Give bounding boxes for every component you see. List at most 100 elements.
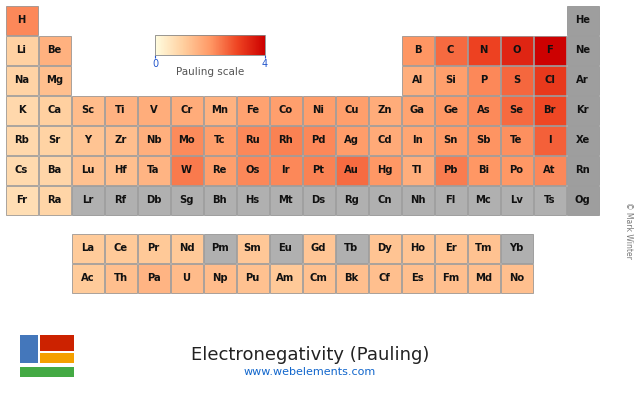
FancyBboxPatch shape [170, 264, 202, 292]
Text: Rn: Rn [575, 165, 590, 175]
Text: Tl: Tl [412, 165, 423, 175]
FancyBboxPatch shape [269, 126, 301, 154]
Text: S: S [513, 75, 520, 85]
Text: Tc: Tc [214, 135, 225, 145]
FancyBboxPatch shape [435, 234, 467, 262]
FancyBboxPatch shape [335, 264, 367, 292]
FancyBboxPatch shape [72, 126, 104, 154]
FancyBboxPatch shape [467, 264, 499, 292]
Text: Nd: Nd [179, 243, 195, 253]
FancyBboxPatch shape [369, 126, 401, 154]
Text: Am: Am [276, 273, 294, 283]
FancyBboxPatch shape [500, 66, 532, 94]
Text: Ds: Ds [312, 195, 326, 205]
Text: Cf: Cf [379, 273, 390, 283]
Text: Mt: Mt [278, 195, 293, 205]
Text: Rb: Rb [14, 135, 29, 145]
FancyBboxPatch shape [237, 156, 269, 184]
Text: Lu: Lu [81, 165, 94, 175]
FancyBboxPatch shape [204, 264, 236, 292]
FancyBboxPatch shape [401, 96, 433, 124]
Text: Be: Be [47, 45, 61, 55]
FancyBboxPatch shape [303, 126, 335, 154]
Text: Ts: Ts [544, 195, 556, 205]
FancyBboxPatch shape [38, 156, 70, 184]
FancyBboxPatch shape [566, 186, 598, 214]
FancyBboxPatch shape [237, 96, 269, 124]
FancyBboxPatch shape [6, 186, 38, 214]
Text: Nh: Nh [410, 195, 425, 205]
Text: N: N [479, 45, 488, 55]
FancyBboxPatch shape [104, 234, 136, 262]
FancyBboxPatch shape [435, 186, 467, 214]
Text: Cn: Cn [377, 195, 392, 205]
Text: Pauling scale: Pauling scale [176, 67, 244, 77]
Text: Sg: Sg [179, 195, 194, 205]
Text: Nb: Nb [146, 135, 161, 145]
FancyBboxPatch shape [303, 234, 335, 262]
Text: Cu: Cu [344, 105, 359, 115]
FancyBboxPatch shape [20, 367, 74, 377]
FancyBboxPatch shape [500, 264, 532, 292]
Text: Er: Er [445, 243, 456, 253]
FancyBboxPatch shape [6, 96, 38, 124]
Text: Li: Li [17, 45, 26, 55]
FancyBboxPatch shape [20, 335, 38, 363]
Text: Ga: Ga [410, 105, 425, 115]
FancyBboxPatch shape [269, 156, 301, 184]
Text: B: B [413, 45, 421, 55]
FancyBboxPatch shape [566, 96, 598, 124]
Text: Pu: Pu [245, 273, 260, 283]
Text: Sn: Sn [444, 135, 458, 145]
Text: No: No [509, 273, 524, 283]
FancyBboxPatch shape [534, 66, 566, 94]
FancyBboxPatch shape [269, 96, 301, 124]
Text: Db: Db [146, 195, 161, 205]
Text: Ce: Ce [113, 243, 127, 253]
Text: Mn: Mn [211, 105, 228, 115]
FancyBboxPatch shape [401, 126, 433, 154]
FancyBboxPatch shape [6, 156, 38, 184]
FancyBboxPatch shape [38, 186, 70, 214]
Text: Cs: Cs [15, 165, 28, 175]
FancyBboxPatch shape [170, 156, 202, 184]
Text: Se: Se [509, 105, 524, 115]
FancyBboxPatch shape [138, 156, 170, 184]
FancyBboxPatch shape [170, 186, 202, 214]
Text: www.webelements.com: www.webelements.com [244, 367, 376, 377]
Text: Ge: Ge [443, 105, 458, 115]
FancyBboxPatch shape [170, 96, 202, 124]
Text: Pt: Pt [312, 165, 324, 175]
Text: At: At [543, 165, 556, 175]
FancyBboxPatch shape [335, 156, 367, 184]
FancyBboxPatch shape [204, 156, 236, 184]
FancyBboxPatch shape [269, 186, 301, 214]
Text: La: La [81, 243, 94, 253]
Text: Np: Np [212, 273, 227, 283]
Text: Ni: Ni [312, 105, 324, 115]
FancyBboxPatch shape [369, 156, 401, 184]
Text: Dy: Dy [377, 243, 392, 253]
FancyBboxPatch shape [566, 66, 598, 94]
FancyBboxPatch shape [369, 186, 401, 214]
Text: Lr: Lr [82, 195, 93, 205]
Text: Cm: Cm [310, 273, 328, 283]
FancyBboxPatch shape [401, 66, 433, 94]
Text: Electronegativity (Pauling): Electronegativity (Pauling) [191, 346, 429, 364]
Text: Th: Th [113, 273, 127, 283]
Text: Md: Md [475, 273, 492, 283]
Text: Os: Os [245, 165, 260, 175]
Text: Tb: Tb [344, 243, 358, 253]
Text: Mc: Mc [476, 195, 492, 205]
FancyBboxPatch shape [435, 66, 467, 94]
Text: Re: Re [212, 165, 227, 175]
Text: Lv: Lv [510, 195, 523, 205]
Text: Ho: Ho [410, 243, 425, 253]
Text: Ru: Ru [245, 135, 260, 145]
FancyBboxPatch shape [72, 156, 104, 184]
Text: Rh: Rh [278, 135, 293, 145]
FancyBboxPatch shape [237, 186, 269, 214]
Text: Bh: Bh [212, 195, 227, 205]
Text: Cd: Cd [377, 135, 392, 145]
FancyBboxPatch shape [6, 6, 38, 34]
